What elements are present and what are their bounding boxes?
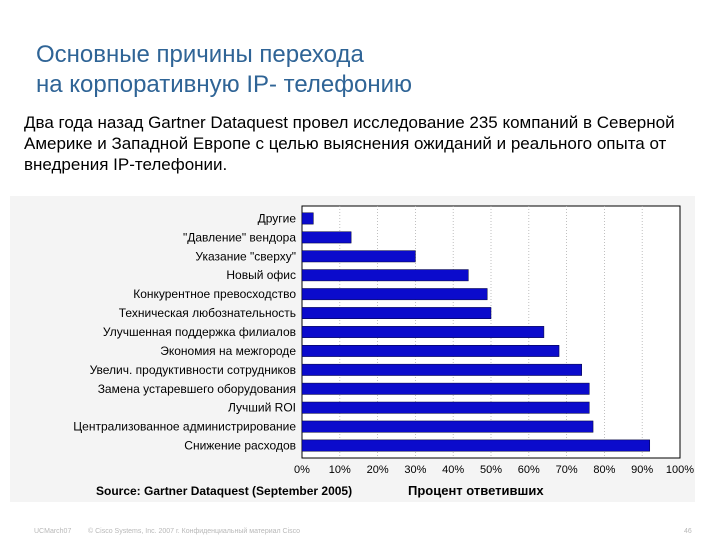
slide-title-line1: Основные причины перехода [36, 41, 364, 68]
x-tick-label: 90% [631, 464, 653, 476]
footer-page-number: 46 [684, 528, 692, 535]
category-label: Новый офис [226, 268, 296, 282]
category-label: Централизованное администрирование [73, 420, 296, 434]
footer: UCMarch07 © Cisco Systems, Inc. 2007 г. … [0, 526, 720, 540]
bar [301, 231, 352, 244]
chart-source: Source: Gartner Dataquest (September 200… [96, 484, 352, 498]
chart-area: Другие "Давление" вендора Указание "сверху… [0, 196, 720, 506]
bar [301, 269, 469, 282]
x-tick-label: 70% [556, 464, 578, 476]
x-tick-label: 100% [666, 464, 694, 476]
slide-body-text: Два года назад Gartner Dataquest провел … [24, 113, 675, 174]
bar [301, 420, 594, 433]
category-label: Техническая любознательность [119, 306, 296, 320]
bar [301, 363, 582, 376]
category-label: Экономия на межгороде [160, 344, 296, 358]
x-tick-labels: 0% 10% 20% 30% 40% 50% 60% 70% 80% 90% 100% [294, 464, 694, 476]
footer-left: UCMarch07 [34, 528, 72, 535]
bar [301, 307, 492, 320]
category-label: Увелич. продуктивности сотрудников [90, 363, 296, 377]
x-tick-label: 40% [442, 464, 464, 476]
category-labels: Другие "Давление" вендора Указание "сверху… [73, 211, 296, 452]
category-label: Улучшенная поддержка филиалов [103, 325, 296, 339]
x-tick-label: 20% [367, 464, 389, 476]
category-label: Снижение расходов [184, 439, 296, 453]
bar [301, 288, 488, 301]
category-label: Лучший ROI [228, 401, 296, 415]
bar [301, 401, 590, 414]
slide-title-line2: на корпоративную IP- телефонию [36, 71, 413, 98]
category-label: Другие [258, 211, 297, 225]
x-tick-label: 0% [294, 464, 310, 476]
bar-chart: Другие "Давление" вендора Указание "сверху… [10, 196, 695, 502]
bar [301, 326, 545, 338]
x-tick-label: 80% [593, 464, 615, 476]
bar [301, 212, 314, 225]
x-tick-label: 10% [329, 464, 351, 476]
x-tick-label: 50% [480, 464, 502, 476]
slide-title: Основные причины перехода на корпоративн… [36, 40, 696, 100]
bars [301, 212, 651, 452]
category-label: Замена устаревшего оборудования [98, 382, 296, 396]
bar [301, 250, 416, 263]
footer-center: © Cisco Systems, Inc. 2007 г. Конфиденци… [88, 528, 301, 535]
x-tick-label: 30% [404, 464, 426, 476]
category-label: "Давление" вендора [183, 230, 296, 244]
category-label: Указание "сверху" [195, 249, 296, 263]
bar [301, 382, 590, 395]
bar [301, 439, 651, 452]
bar [301, 344, 560, 357]
x-tick-label: 60% [518, 464, 540, 476]
x-axis-label: Процент ответивших [408, 483, 544, 498]
category-label: Конкурентное превосходство [133, 287, 296, 301]
